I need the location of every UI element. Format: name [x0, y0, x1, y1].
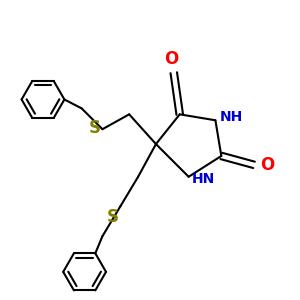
Text: O: O: [261, 156, 275, 174]
Text: S: S: [107, 208, 119, 226]
Text: HN: HN: [192, 172, 215, 186]
Text: S: S: [89, 119, 101, 137]
Text: O: O: [164, 50, 178, 68]
Text: NH: NH: [220, 110, 243, 124]
